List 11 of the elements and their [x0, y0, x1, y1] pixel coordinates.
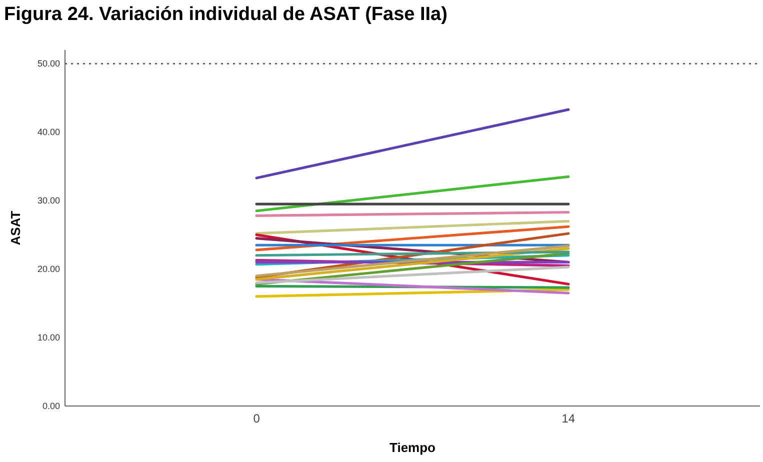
y-tick-label: 10.00	[37, 332, 60, 342]
x-axis-title: Tiempo	[390, 440, 436, 455]
y-tick-label: 40.00	[37, 127, 60, 138]
x-tick-label: 14	[562, 412, 576, 426]
y-tick-label: 50.00	[37, 58, 60, 69]
y-axis-title: ASAT	[8, 210, 23, 246]
y-tick-label: 0.00	[42, 400, 60, 411]
chart-title: Figura 24. Variación individual de ASAT (Fase IIa)	[4, 4, 448, 25]
x-tick-label: 0	[253, 412, 260, 426]
y-tick-label: 30.00	[37, 195, 60, 206]
y-tick-label: 20.00	[37, 264, 60, 274]
